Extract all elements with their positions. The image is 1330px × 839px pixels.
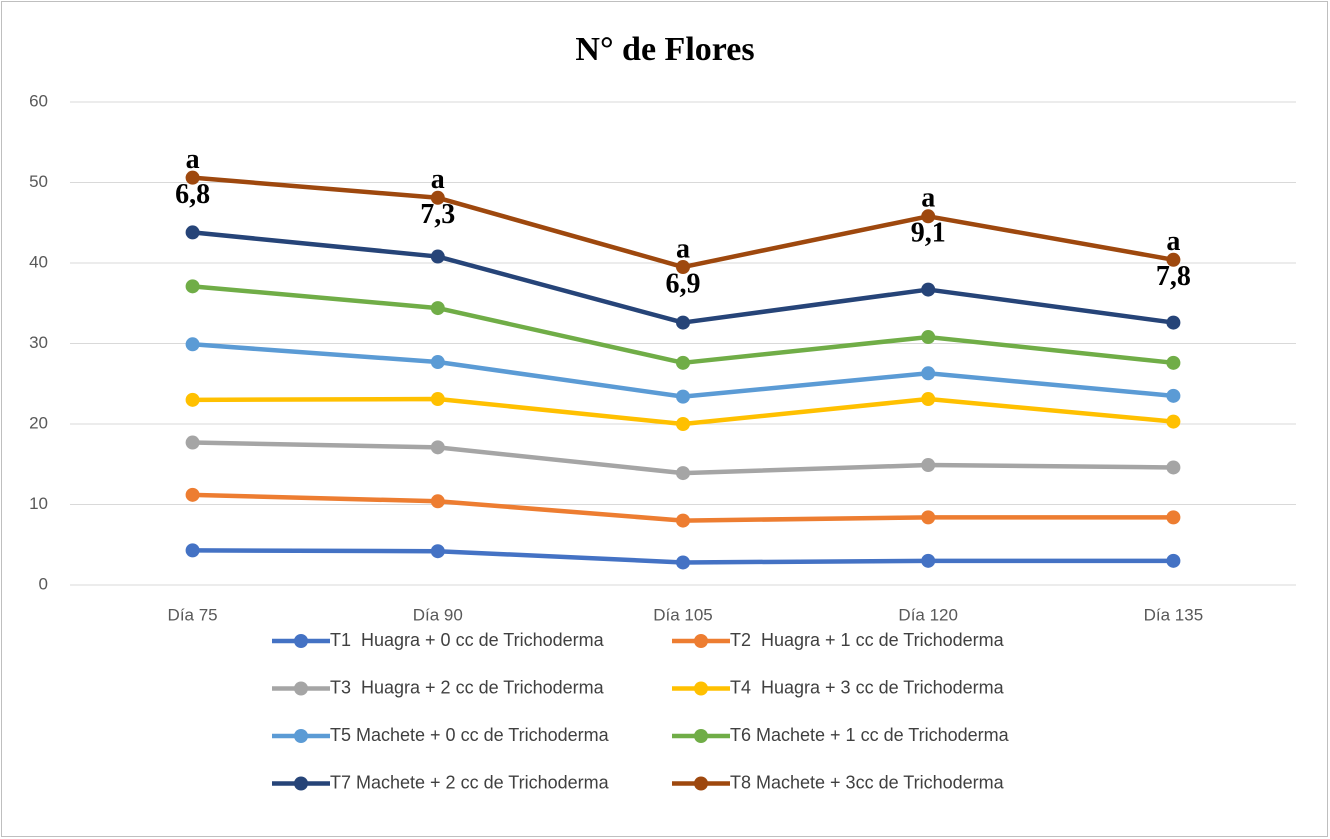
legend-label: T3 Huagra + 2 cc de Trichoderma <box>330 677 605 697</box>
marker <box>430 440 445 455</box>
marker <box>921 209 936 224</box>
marker <box>185 392 200 407</box>
marker <box>921 458 936 473</box>
legend-marker <box>294 681 308 696</box>
marker <box>676 417 690 431</box>
x-tick-label: Día 120 <box>898 605 958 624</box>
marker <box>676 555 690 570</box>
marker <box>1166 510 1181 525</box>
marker <box>1166 388 1181 403</box>
marker <box>430 301 445 316</box>
marker <box>1166 460 1181 475</box>
marker <box>430 392 445 407</box>
annotation: a <box>676 233 690 264</box>
marker <box>185 170 200 185</box>
marker <box>185 225 200 240</box>
y-tick-label: 10 <box>29 494 48 513</box>
marker <box>921 282 936 297</box>
legend-label: T8 Machete + 3cc de Trichoderma <box>730 772 1005 792</box>
y-tick-label: 50 <box>29 172 48 191</box>
data-label: 9,1 <box>911 218 946 249</box>
legend-marker <box>694 681 708 696</box>
data-label: 6,8 <box>175 179 210 210</box>
chart-title: N° de Flores <box>575 31 754 68</box>
marker <box>921 553 936 568</box>
x-tick-label: Día 135 <box>1144 605 1204 624</box>
legend-marker <box>694 634 708 648</box>
legend-label: T5 Machete + 0 cc de Trichoderma <box>330 725 610 745</box>
x-tick-label: Día 75 <box>168 605 218 624</box>
marker <box>185 435 200 450</box>
legend-marker <box>694 729 708 743</box>
marker <box>1166 252 1181 267</box>
marker <box>1166 553 1181 568</box>
marker <box>921 366 936 381</box>
marker <box>1166 315 1181 330</box>
marker <box>430 544 445 559</box>
legend-marker <box>294 776 308 791</box>
legend-label: T4 Huagra + 3 cc de Trichoderma <box>730 677 1005 697</box>
marker <box>430 494 445 509</box>
y-tick-label: 20 <box>29 413 48 432</box>
annotation: a <box>1166 226 1180 257</box>
marker <box>921 392 936 407</box>
annotation: a <box>186 144 200 175</box>
marker <box>430 190 445 205</box>
marker <box>185 487 200 502</box>
marker <box>430 249 445 264</box>
data-label: 7,3 <box>420 199 455 230</box>
marker <box>676 466 690 481</box>
marker <box>185 543 200 558</box>
marker <box>1166 414 1181 429</box>
marker <box>676 315 690 330</box>
annotation: a <box>921 183 935 214</box>
legend-label: T6 Machete + 1 cc de Trichoderma <box>730 725 1010 745</box>
y-tick-label: 40 <box>29 252 48 271</box>
marker <box>1166 355 1181 370</box>
marker <box>676 260 690 275</box>
x-tick-label: Día 105 <box>653 605 713 624</box>
marker <box>921 330 936 345</box>
legend-label: T7 Machete + 2 cc de Trichoderma <box>330 772 610 792</box>
marker <box>676 355 690 370</box>
x-tick-label: Día 90 <box>413 605 463 624</box>
marker <box>185 337 200 352</box>
data-label: 7,8 <box>1156 261 1191 292</box>
marker <box>676 389 690 404</box>
legend-marker <box>294 634 308 648</box>
data-label: 6,9 <box>666 268 701 299</box>
legend-label: T1 Huagra + 0 cc de Trichoderma <box>330 630 605 650</box>
annotation: a <box>431 164 445 195</box>
y-tick-label: 60 <box>29 91 48 110</box>
legend-label: T2 Huagra + 1 cc de Trichoderma <box>730 630 1005 650</box>
marker <box>430 355 445 370</box>
marker <box>676 513 690 528</box>
marker <box>185 279 200 294</box>
legend-marker <box>694 776 708 791</box>
y-tick-label: 30 <box>29 333 48 352</box>
legend-marker <box>294 729 308 743</box>
y-tick-label: 0 <box>39 574 48 593</box>
marker <box>921 510 936 525</box>
